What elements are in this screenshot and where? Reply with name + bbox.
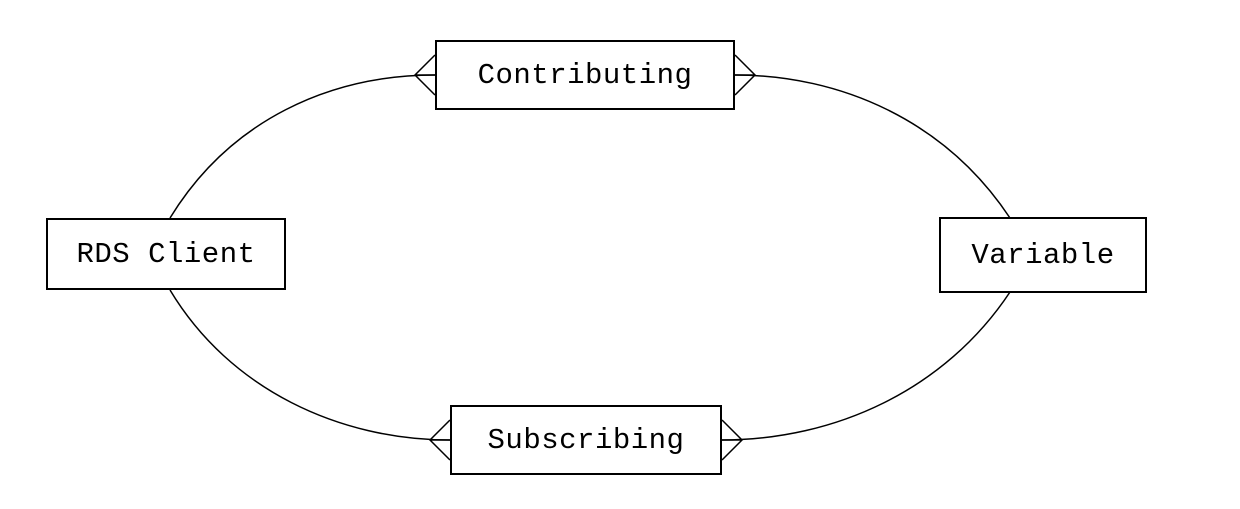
- node-label: RDS Client: [76, 238, 255, 271]
- node-variable: Variable: [939, 217, 1147, 293]
- node-rds-client: RDS Client: [46, 218, 286, 290]
- node-label: Variable: [971, 239, 1114, 272]
- node-contributing: Contributing: [435, 40, 735, 110]
- diagram-canvas: RDS Client Contributing Subscribing Vari…: [0, 0, 1240, 509]
- node-label: Contributing: [478, 59, 693, 92]
- node-label: Subscribing: [488, 424, 685, 457]
- node-subscribing: Subscribing: [450, 405, 722, 475]
